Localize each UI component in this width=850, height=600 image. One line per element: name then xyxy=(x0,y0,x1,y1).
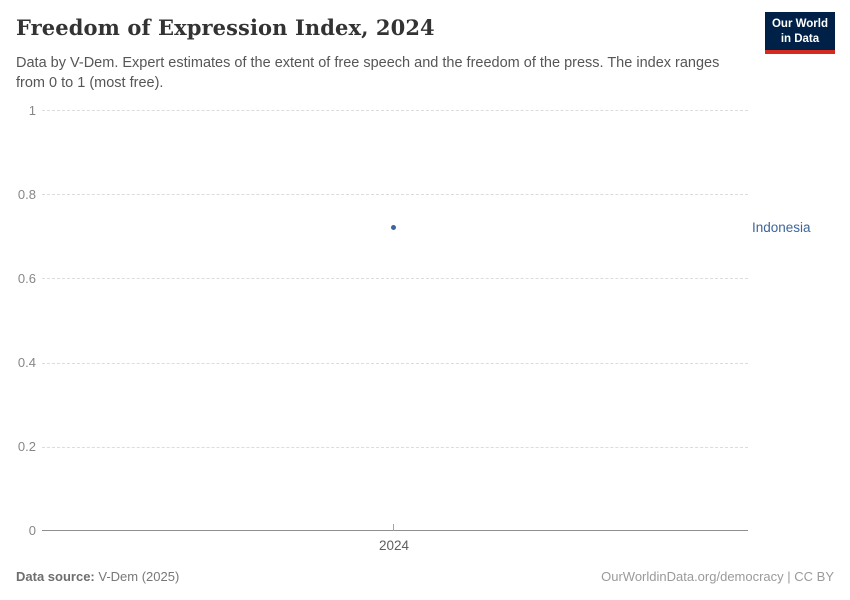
y-axis-label-0-2: 0.2 xyxy=(17,439,36,454)
x-axis-tick-mark xyxy=(393,524,395,531)
data-source-value: V-Dem (2025) xyxy=(98,569,180,584)
credit-link[interactable]: OurWorldinData.org/democracy | CC BY xyxy=(601,569,834,584)
data-source-label: Data source: xyxy=(16,569,95,584)
gridline xyxy=(42,446,748,448)
gridline xyxy=(42,362,748,364)
data-source-note: Data source: V-Dem (2025) xyxy=(16,569,179,584)
x-axis-line xyxy=(42,530,748,531)
plot-area xyxy=(42,110,748,531)
gridline xyxy=(42,278,748,280)
gridline xyxy=(42,194,748,196)
owid-logo-line2: in Data xyxy=(780,32,820,45)
chart-title: Freedom of Expression Index, 2024 xyxy=(16,15,435,40)
chart-subtitle: Data by V-Dem. Expert estimates of the e… xyxy=(16,55,720,91)
y-axis-label-0-8: 0.8 xyxy=(17,187,36,202)
entity-label-indonesia[interactable]: Indonesia xyxy=(752,220,811,235)
y-axis-label-0-6: 0.6 xyxy=(17,271,36,286)
owid-logo-line1: Our World xyxy=(771,18,828,30)
y-axis-label-0-4: 0.4 xyxy=(17,355,36,370)
y-axis-label-0: 0 xyxy=(28,523,36,538)
y-axis-label-1: 1 xyxy=(28,103,36,118)
gridline xyxy=(42,110,748,111)
owid-logo[interactable]: Our World in Data xyxy=(764,12,835,55)
data-point[interactable] xyxy=(391,225,397,231)
x-axis-label-2024: 2024 xyxy=(378,538,410,553)
